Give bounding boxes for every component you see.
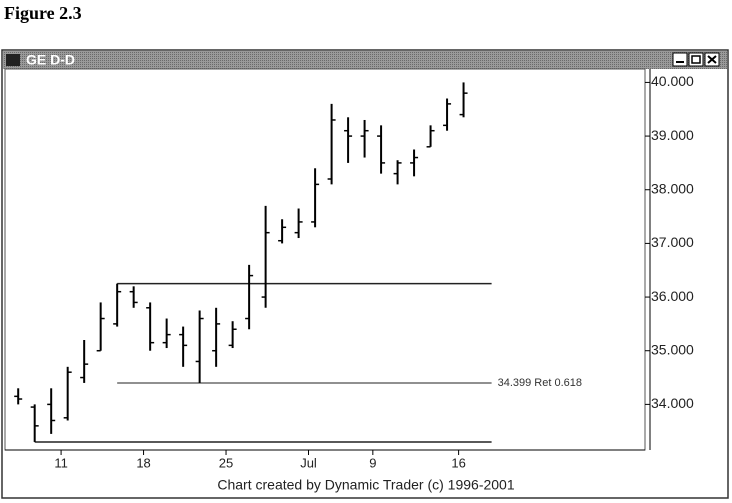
y-tick-label: 36.000 <box>651 288 694 304</box>
y-tick-label: 35.000 <box>651 341 694 357</box>
plot-area <box>4 68 646 451</box>
y-tick-label: 34.000 <box>651 395 694 411</box>
y-tick-label: 40.000 <box>651 73 694 89</box>
x-tick-label: 16 <box>451 455 465 470</box>
x-tick-label: 9 <box>369 455 376 470</box>
x-tick-label: 18 <box>136 455 150 470</box>
x-tick-label: 25 <box>219 455 233 470</box>
footer: Chart created by Dynamic Trader (c) 1996… <box>217 477 514 493</box>
title-bar <box>3 51 727 69</box>
y-tick-label: 38.000 <box>651 180 694 196</box>
window-icon <box>6 54 20 66</box>
figure-label: Figure 2.3 <box>4 3 82 23</box>
window-controls[interactable] <box>672 52 720 67</box>
window-title: GE D-D <box>26 52 75 68</box>
level-label: 34.399 Ret 0.618 <box>498 377 582 389</box>
y-tick-label: 37.000 <box>651 234 694 250</box>
y-tick-label: 39.000 <box>651 127 694 143</box>
x-tick-label: Jul <box>300 455 317 470</box>
x-tick-label: 11 <box>54 455 68 470</box>
